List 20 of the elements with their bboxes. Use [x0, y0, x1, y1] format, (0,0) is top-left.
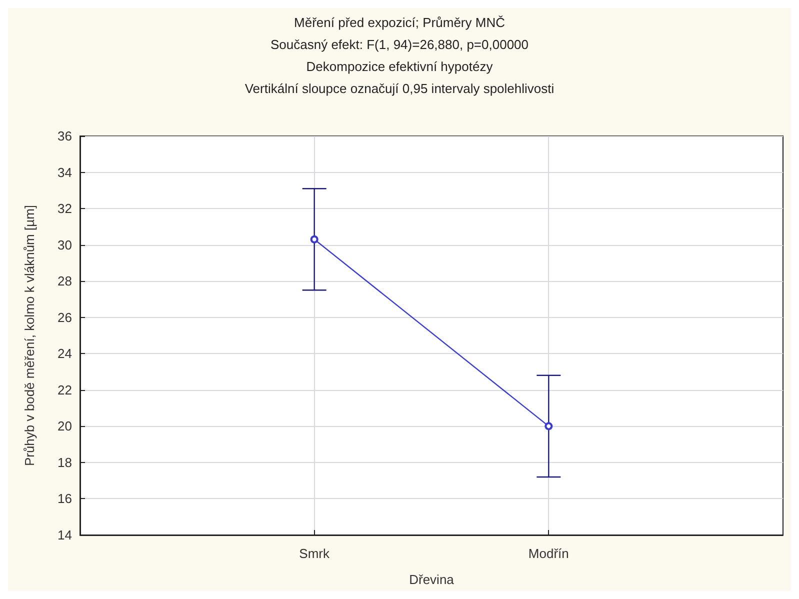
y-tick-label: 24 — [58, 346, 72, 362]
y-tick-label: 26 — [58, 310, 72, 325]
y-tick-label: 32 — [58, 201, 72, 216]
y-tick-label: 14 — [58, 528, 72, 542]
y-tick-label: 28 — [58, 274, 72, 289]
x-tick-label: Smrk — [299, 546, 330, 561]
y-axis-title: Průhyb v bodě měření, kolmo k vláknům [µm] — [22, 204, 37, 466]
y-tick-label: 16 — [58, 491, 72, 506]
text: Dekompozice efektivní hypotézy — [306, 59, 494, 74]
y-tick-label: 36 — [58, 128, 72, 144]
y-tick-label: 20 — [58, 418, 72, 434]
y-tick-label: 22 — [58, 382, 72, 398]
x-tick-label: Modřín — [528, 546, 569, 561]
y-tick-label: 30 — [58, 237, 72, 252]
chart-subtitle: Současný efekt: F(1, 94)=26,880, p=0,00000 — [270, 37, 529, 52]
text: Vertikální sloupce označují 0,95 intervaly spolehlivosti — [244, 81, 554, 96]
chart-title: Měření před expozicí; Průměry MNČ — [294, 15, 505, 30]
y-tick-label: 34 — [58, 164, 72, 180]
x-axis-title: Dřevina — [409, 572, 455, 587]
y-tick-label: 18 — [58, 454, 72, 470]
